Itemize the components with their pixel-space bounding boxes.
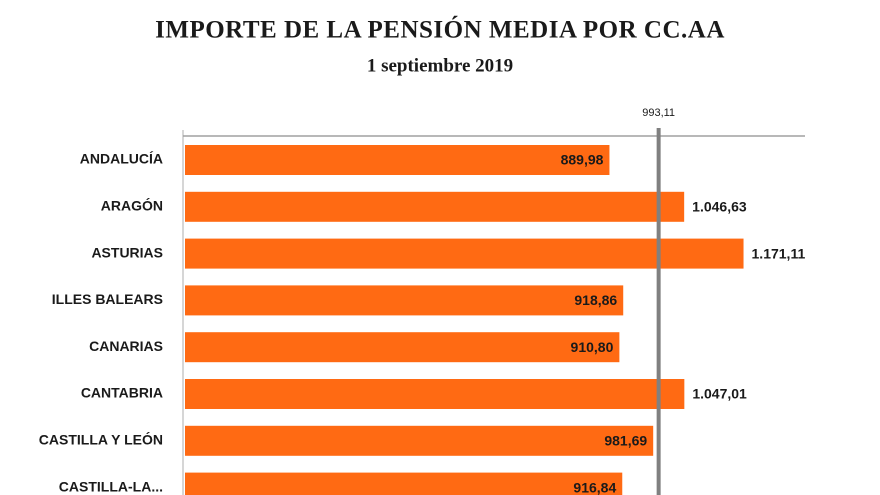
chart-subtitle: 1 septiembre 2019: [367, 55, 513, 76]
value-label: 889,98: [561, 152, 604, 168]
bar: [185, 332, 620, 363]
bar: [185, 191, 685, 222]
value-label: 981,69: [604, 433, 647, 449]
category-label: CASTILLA Y LEÓN: [39, 431, 163, 448]
category-label: CANTABRIA: [81, 385, 163, 401]
bar: [185, 472, 623, 495]
value-label: 1.046,63: [692, 199, 747, 215]
value-label: 918,86: [574, 292, 617, 308]
bar: [185, 145, 610, 175]
category-label: CASTILLA-LA...: [59, 478, 163, 494]
category-label: ASTURIAS: [91, 244, 163, 260]
reference-label: 993,11: [642, 107, 675, 119]
category-label: CANARIAS: [89, 338, 163, 354]
category-label: ANDALUCÍA: [80, 151, 163, 167]
value-label: 1.171,11: [752, 245, 806, 261]
bar: [185, 425, 654, 456]
value-label: 916,84: [573, 479, 616, 495]
category-label: ILLES BALEARS: [52, 291, 163, 307]
bar: [185, 285, 624, 316]
bar: [185, 379, 685, 409]
value-label: 910,80: [571, 339, 614, 355]
category-label: ARAGÓN: [101, 197, 163, 214]
value-label: 1.047,01: [692, 386, 747, 402]
bar: [185, 238, 744, 269]
chart-title: IMPORTE DE LA PENSIÓN MEDIA POR CC.AA: [155, 16, 725, 44]
